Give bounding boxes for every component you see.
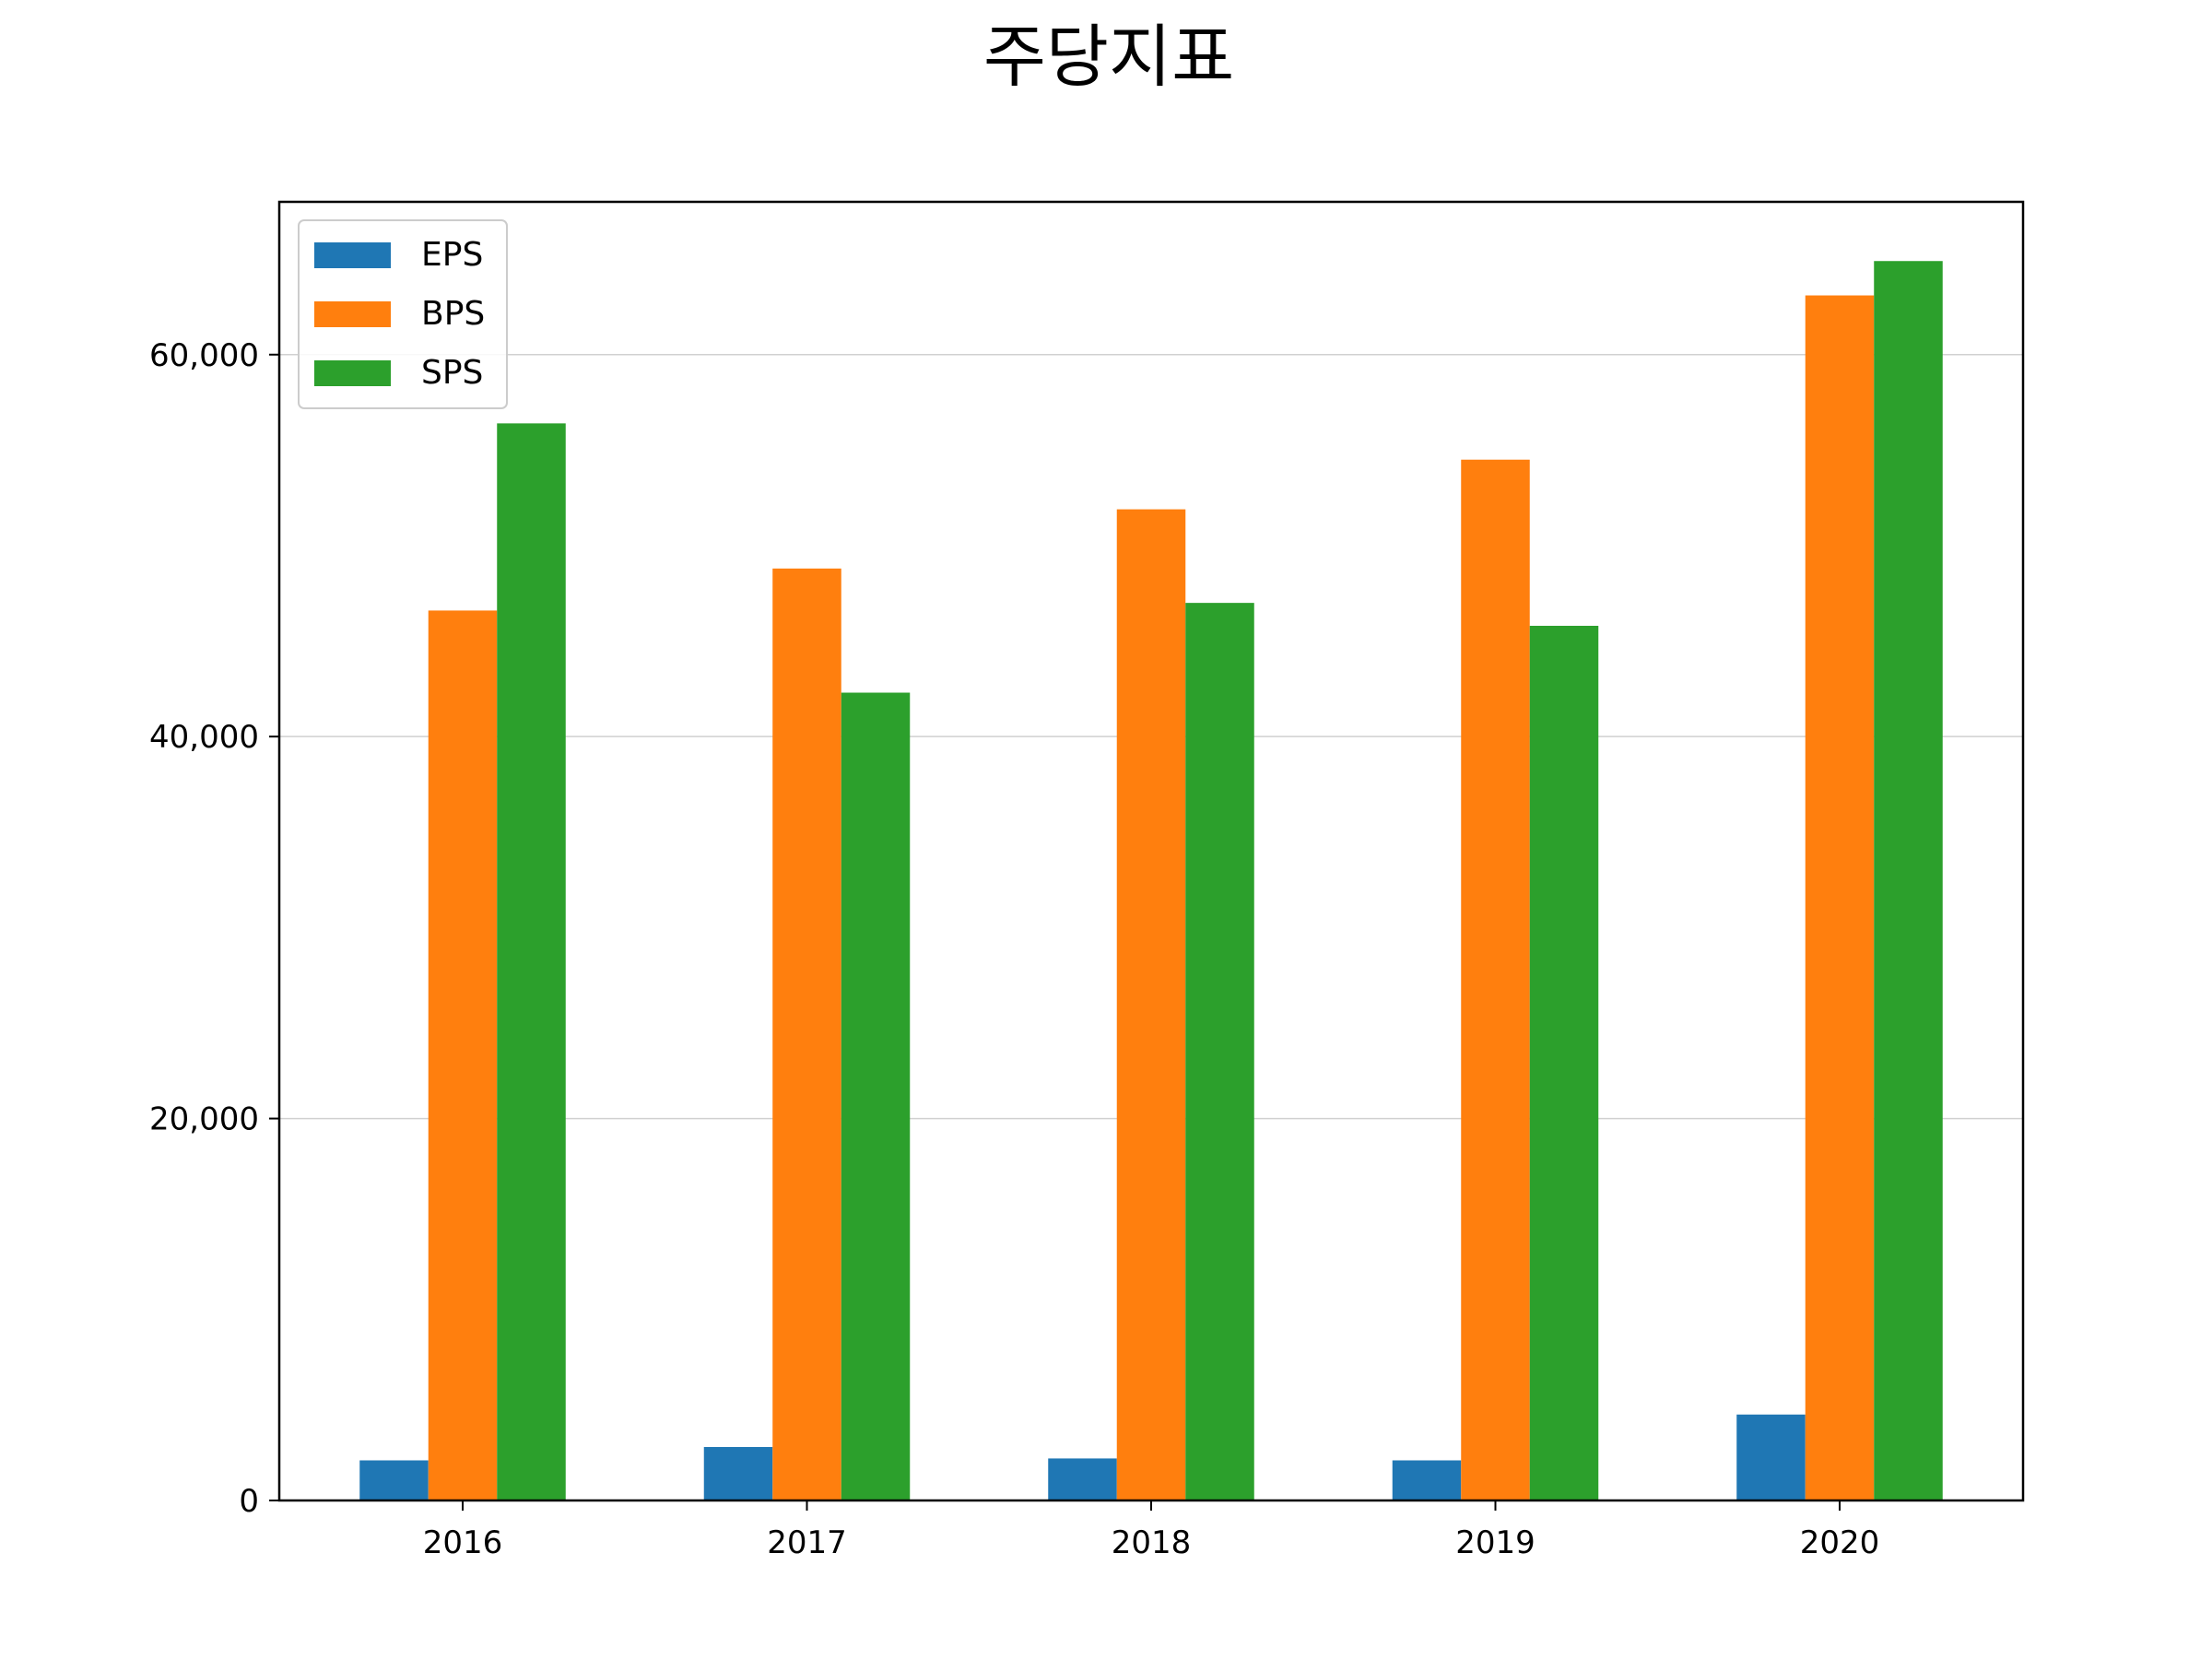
x-tick-label: 2017	[767, 1524, 847, 1561]
bar-sps-2018	[1185, 603, 1254, 1500]
y-tick-label: 20,000	[149, 1101, 259, 1138]
bars	[359, 261, 1943, 1501]
bar-bps-2020	[1805, 295, 1875, 1500]
x-tick-label: 2019	[1455, 1524, 1535, 1561]
bar-sps-2019	[1529, 625, 1599, 1500]
legend: EPS BPS SPS	[298, 219, 508, 409]
bar-bps-2018	[1116, 509, 1186, 1500]
legend-label-eps: EPS	[421, 236, 483, 274]
legend-swatch-bps	[314, 301, 391, 327]
bar-bps-2016	[428, 610, 498, 1500]
y-tick-label: 0	[239, 1483, 259, 1520]
bar-eps-2018	[1048, 1458, 1117, 1500]
legend-swatch-eps	[314, 242, 391, 268]
legend-label-bps: BPS	[421, 295, 485, 333]
y-axis: 0 20,000 40,000 60,000	[149, 337, 279, 1520]
legend-swatch-sps	[314, 360, 391, 386]
bar-sps-2017	[841, 692, 911, 1500]
bar-eps-2020	[1736, 1414, 1806, 1500]
bar-bps-2019	[1461, 459, 1530, 1501]
y-tick-label: 60,000	[149, 337, 259, 374]
bar-sps-2016	[497, 423, 566, 1500]
bar-eps-2016	[359, 1460, 429, 1500]
y-tick-label: 40,000	[149, 719, 259, 756]
x-tick-label: 2018	[1112, 1524, 1192, 1561]
x-tick-label: 2020	[1800, 1524, 1880, 1561]
bar-bps-2017	[772, 568, 841, 1500]
x-tick-label: 2016	[423, 1524, 503, 1561]
x-axis: 2016 2017 2018 2019 2020	[423, 1500, 1880, 1561]
legend-label-sps: SPS	[421, 354, 483, 392]
bar-eps-2017	[703, 1446, 773, 1500]
bar-sps-2020	[1874, 261, 1943, 1500]
bar-eps-2019	[1392, 1460, 1462, 1500]
chart-title: 주당지표	[983, 18, 1234, 97]
